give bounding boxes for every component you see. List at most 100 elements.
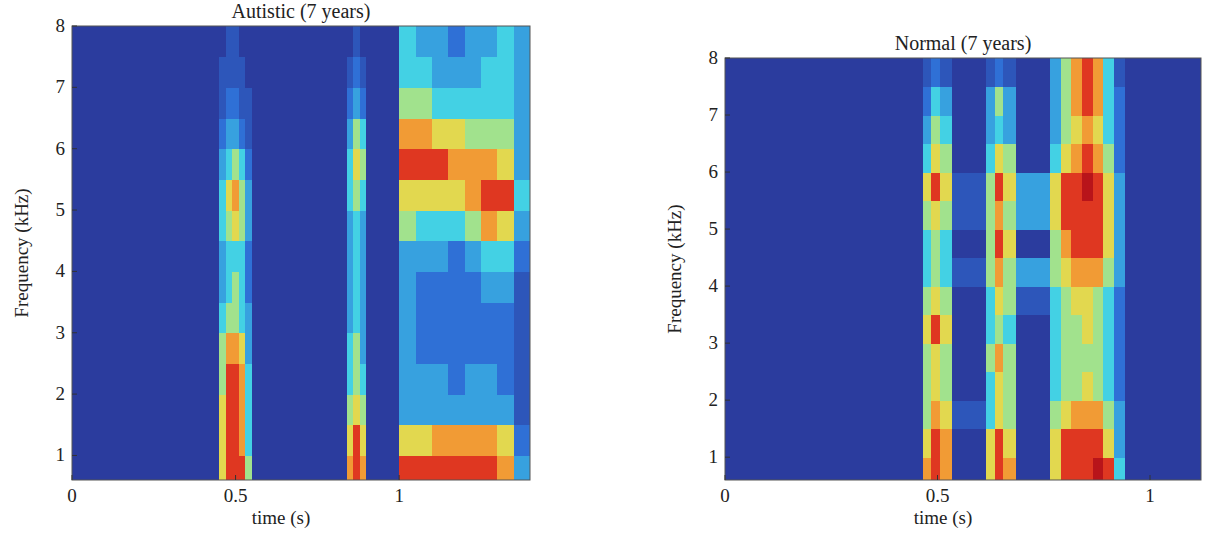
y-tick-label: 7 xyxy=(709,104,719,125)
cell xyxy=(940,400,953,429)
cell xyxy=(940,343,953,372)
cell xyxy=(514,394,530,425)
cell xyxy=(239,149,246,180)
cell xyxy=(360,57,367,88)
cell xyxy=(1071,115,1082,144)
cell xyxy=(1093,372,1104,401)
cell xyxy=(353,425,360,456)
cell xyxy=(1061,115,1072,144)
cell xyxy=(252,363,347,394)
cell xyxy=(481,26,498,57)
cell xyxy=(232,455,239,480)
cell xyxy=(353,394,360,425)
cell xyxy=(986,372,995,401)
cell xyxy=(952,58,987,87)
cell xyxy=(1125,315,1202,344)
cell xyxy=(245,26,252,57)
cell xyxy=(931,87,940,116)
cell xyxy=(432,455,449,480)
cell xyxy=(416,210,433,241)
cell xyxy=(1071,400,1082,429)
cell xyxy=(497,179,514,210)
cell xyxy=(399,179,416,210)
cell xyxy=(923,115,932,144)
cell xyxy=(725,58,923,87)
cell xyxy=(514,425,530,456)
cell xyxy=(1016,429,1051,458)
cell xyxy=(1016,400,1051,429)
cell xyxy=(72,425,220,456)
cell xyxy=(232,425,239,456)
cell xyxy=(219,210,226,241)
cell xyxy=(1082,201,1093,230)
cell xyxy=(514,57,530,88)
panel: 00.5112345678Autistic (7 years)time (s)F… xyxy=(11,0,531,529)
y-tick xyxy=(725,457,730,458)
cell xyxy=(931,258,940,287)
cell xyxy=(416,302,433,333)
cell xyxy=(1016,172,1051,201)
cell xyxy=(347,271,354,302)
cell xyxy=(514,210,530,241)
cell xyxy=(1114,229,1125,258)
cell xyxy=(952,286,987,315)
cell xyxy=(923,87,932,116)
cell xyxy=(1103,58,1114,87)
cell xyxy=(1082,286,1093,315)
cell xyxy=(366,179,399,210)
cell xyxy=(1103,115,1114,144)
cell xyxy=(1071,315,1082,344)
x-tick-label: 0 xyxy=(67,485,77,506)
cell xyxy=(448,210,465,241)
cell xyxy=(1016,87,1051,116)
cell xyxy=(245,302,252,333)
cell xyxy=(239,87,246,118)
cell xyxy=(360,87,367,118)
cell xyxy=(432,394,449,425)
cell xyxy=(986,172,995,201)
cell xyxy=(252,179,347,210)
x-tick-label: 1 xyxy=(1145,485,1155,506)
cell xyxy=(432,87,449,118)
cell xyxy=(1114,172,1125,201)
x-tick xyxy=(725,475,726,480)
cell xyxy=(448,302,465,333)
y-tick-label: 6 xyxy=(56,138,66,159)
cell xyxy=(1125,172,1202,201)
cell xyxy=(226,26,233,57)
x-tick xyxy=(937,475,938,480)
cell xyxy=(353,363,360,394)
cell xyxy=(416,87,433,118)
cell xyxy=(432,118,449,149)
cell xyxy=(366,241,399,272)
cell xyxy=(399,425,416,456)
cell xyxy=(219,333,226,364)
cell xyxy=(239,271,246,302)
panel: 00.5112345678Normal (7 years)time (s)Fre… xyxy=(664,32,1202,529)
cell xyxy=(1016,258,1051,287)
cell xyxy=(399,210,416,241)
cell xyxy=(226,271,233,302)
cell xyxy=(481,302,498,333)
x-tick-label: 0 xyxy=(720,485,730,506)
cell xyxy=(481,118,498,149)
cell xyxy=(448,26,465,57)
cell xyxy=(1125,58,1202,87)
cell xyxy=(432,333,449,364)
cell xyxy=(1003,372,1016,401)
cell xyxy=(1016,343,1051,372)
cell xyxy=(1016,315,1051,344)
cell xyxy=(497,302,514,333)
x-axis-title: time (s) xyxy=(914,507,973,529)
panel-title: Normal (7 years) xyxy=(895,32,1032,55)
cell xyxy=(1003,258,1016,287)
cell xyxy=(232,241,239,272)
cell xyxy=(1050,372,1061,401)
cell xyxy=(347,241,354,272)
cell xyxy=(432,302,449,333)
cell xyxy=(1093,400,1104,429)
cell xyxy=(432,363,449,394)
cell xyxy=(725,429,923,458)
cell xyxy=(1003,144,1016,173)
cell xyxy=(226,149,233,180)
